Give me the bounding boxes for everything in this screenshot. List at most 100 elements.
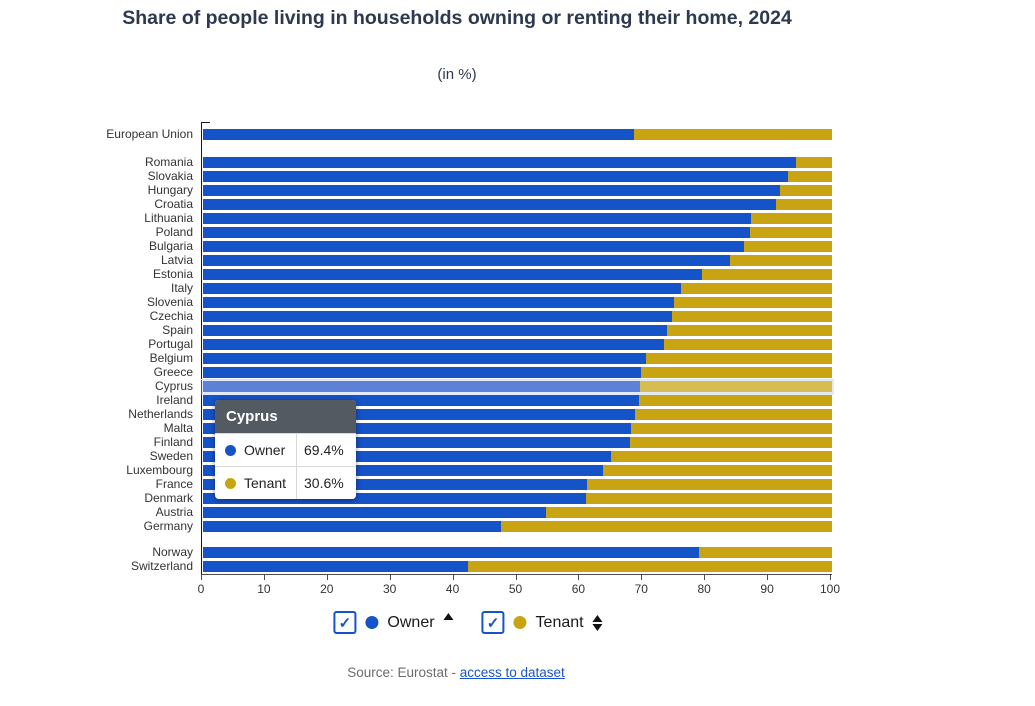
tenant-segment-italy[interactable] [681, 283, 832, 294]
tenant-segment-sweden[interactable] [610, 451, 832, 462]
bar-portugal[interactable] [203, 339, 832, 350]
tenant-checkbox[interactable]: ✓ [481, 611, 505, 634]
tenant-segment-bulgaria[interactable] [743, 241, 832, 252]
bar-lithuania[interactable] [203, 213, 832, 224]
bar-finland[interactable] [203, 437, 832, 448]
bar-ireland[interactable] [203, 395, 832, 406]
dataset-link[interactable]: access to dataset [459, 665, 565, 680]
bar-bulgaria[interactable] [203, 241, 832, 252]
owner-segment-latvia[interactable] [203, 255, 731, 266]
bar-croatia[interactable] [203, 199, 832, 210]
tenant-segment-lithuania[interactable] [750, 213, 832, 224]
owner-segment-portugal[interactable] [203, 339, 665, 350]
owner-segment-hungary[interactable] [203, 185, 781, 196]
legend-label-owner[interactable]: Owner [387, 613, 435, 631]
bar-czechia[interactable] [203, 311, 832, 322]
sort-ascending-icon[interactable] [443, 613, 454, 620]
bar-slovakia[interactable] [203, 171, 832, 182]
bar-latvia[interactable] [203, 255, 832, 266]
tenant-segment-croatia[interactable] [776, 199, 832, 210]
owner-segment-slovakia[interactable] [203, 171, 788, 182]
bar-germany[interactable] [203, 521, 832, 532]
bar-austria[interactable] [203, 507, 832, 518]
bar-estonia[interactable] [203, 269, 832, 280]
bar-belgium[interactable] [203, 353, 832, 364]
tenant-segment-belgium[interactable] [646, 353, 832, 364]
owner-segment-switzerland[interactable] [203, 561, 468, 572]
category-label-netherlands: Netherlands [128, 407, 193, 421]
bar-romania[interactable] [203, 157, 832, 168]
owner-segment-italy[interactable] [203, 283, 682, 294]
tenant-segment-estonia[interactable] [701, 269, 832, 280]
bar-poland[interactable] [203, 227, 832, 238]
legend-label-tenant[interactable]: Tenant [535, 613, 584, 631]
tenant-segment-norway[interactable] [698, 547, 832, 558]
tenant-segment-luxembourg[interactable] [603, 465, 832, 476]
bar-greece[interactable] [203, 367, 832, 378]
tenant-segment-netherlands[interactable] [635, 409, 832, 420]
bar-slovenia[interactable] [203, 297, 832, 308]
tenant-segment-portugal[interactable] [664, 339, 832, 350]
owner-segment-european-union[interactable] [203, 129, 635, 140]
bar-hungary[interactable] [203, 185, 832, 196]
owner-segment-spain[interactable] [203, 325, 668, 336]
owner-segment-france[interactable] [203, 479, 588, 490]
tenant-segment-czechia[interactable] [672, 311, 832, 322]
owner-segment-sweden[interactable] [203, 451, 611, 462]
bar-luxembourg[interactable] [203, 465, 832, 476]
tenant-segment-finland[interactable] [630, 437, 832, 448]
tooltip-tenant-label: Tenant [244, 475, 287, 491]
owner-segment-malta[interactable] [203, 423, 631, 434]
tenant-segment-ireland[interactable] [638, 395, 832, 406]
tenant-segment-germany[interactable] [500, 521, 832, 532]
owner-segment-norway[interactable] [203, 547, 699, 558]
owner-segment-finland[interactable] [203, 437, 631, 448]
owner-segment-czechia[interactable] [203, 311, 673, 322]
tenant-segment-denmark[interactable] [586, 493, 832, 504]
bar-italy[interactable] [203, 283, 832, 294]
tenant-segment-france[interactable] [587, 479, 832, 490]
bar-netherlands[interactable] [203, 409, 832, 420]
bar-norway[interactable] [203, 547, 832, 558]
bar-cyprus[interactable] [203, 381, 832, 392]
bar-european-union[interactable] [203, 129, 832, 140]
owner-segment-denmark[interactable] [203, 493, 587, 504]
tenant-segment-switzerland[interactable] [467, 561, 832, 572]
bar-france[interactable] [203, 479, 832, 490]
tenant-segment-greece[interactable] [641, 367, 832, 378]
owner-segment-luxembourg[interactable] [203, 465, 604, 476]
tenant-segment-hungary[interactable] [780, 185, 832, 196]
tenant-segment-malta[interactable] [630, 423, 832, 434]
bar-malta[interactable] [203, 423, 832, 434]
tenant-segment-cyprus[interactable] [639, 381, 832, 392]
bar-switzerland[interactable] [203, 561, 832, 572]
tooltip-owner-value: 69.4% [296, 434, 356, 466]
owner-segment-netherlands[interactable] [203, 409, 636, 420]
tenant-segment-spain[interactable] [667, 325, 832, 336]
owner-segment-estonia[interactable] [203, 269, 702, 280]
owner-segment-bulgaria[interactable] [203, 241, 744, 252]
owner-segment-poland[interactable] [203, 227, 750, 238]
bar-spain[interactable] [203, 325, 832, 336]
owner-segment-belgium[interactable] [203, 353, 647, 364]
owner-segment-austria[interactable] [203, 507, 546, 518]
bar-sweden[interactable] [203, 451, 832, 462]
owner-segment-ireland[interactable] [203, 395, 639, 406]
owner-segment-romania[interactable] [203, 157, 797, 168]
tenant-segment-slovakia[interactable] [787, 171, 832, 182]
tenant-segment-romania[interactable] [796, 157, 832, 168]
sort-toggle-icon[interactable] [592, 614, 603, 631]
owner-segment-germany[interactable] [203, 521, 501, 532]
owner-checkbox[interactable]: ✓ [333, 611, 357, 634]
owner-segment-lithuania[interactable] [203, 213, 751, 224]
owner-segment-croatia[interactable] [203, 199, 777, 210]
tenant-segment-poland[interactable] [749, 227, 832, 238]
tenant-segment-european-union[interactable] [634, 129, 832, 140]
owner-segment-greece[interactable] [203, 367, 642, 378]
tenant-segment-latvia[interactable] [730, 255, 832, 266]
tenant-segment-slovenia[interactable] [674, 297, 832, 308]
tenant-segment-austria[interactable] [545, 507, 832, 518]
bar-denmark[interactable] [203, 493, 832, 504]
owner-segment-slovenia[interactable] [203, 297, 675, 308]
owner-segment-cyprus[interactable] [203, 381, 640, 392]
